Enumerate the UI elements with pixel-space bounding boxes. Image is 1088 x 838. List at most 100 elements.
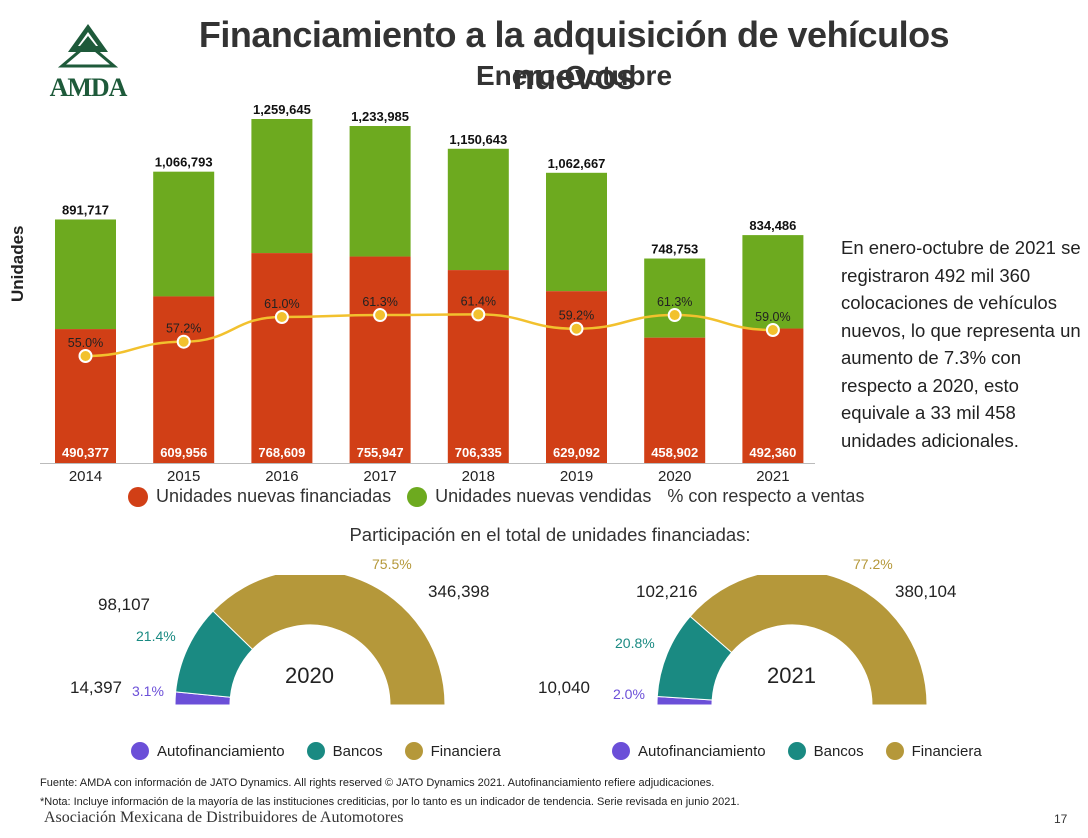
legend-item-pct: % con respecto a ventas <box>667 486 864 507</box>
pct-point-2020 <box>667 308 682 323</box>
donut-legend-swatch-financiera <box>404 742 423 760</box>
donut-2020-value-bancos: 98,107 <box>98 595 150 614</box>
label-sold-2019: 1,062,667 <box>548 156 606 171</box>
year-label-2019: 2019 <box>560 468 593 485</box>
participation-title: Participación en el total de unidades fi… <box>349 524 751 545</box>
legend-swatch-sold <box>407 486 428 507</box>
pct-point-2014 <box>78 349 93 363</box>
footer-organization: Asociación Mexicana de Distribuidores de… <box>44 809 404 826</box>
label-financed-2019: 629,092 <box>553 445 600 460</box>
summary-text: En enero-octubre de 2021 se registraron … <box>841 237 1081 451</box>
donut-legend-swatch-autofin <box>612 742 630 760</box>
donut-2020-pct-autofin: 3.1% <box>132 683 164 699</box>
label-financed-2017: 755,947 <box>357 445 404 460</box>
donut-legend-2020-autofin: Autofinanciamiento <box>131 742 285 760</box>
pct-point-2015 <box>176 334 191 349</box>
donut-legend-swatch-financiera <box>885 742 904 760</box>
amda-logo: AMDA <box>50 24 129 102</box>
note-text: *Nota: Incluye información de la mayoría… <box>40 796 740 808</box>
pct-label-2015: 57.2% <box>166 322 201 336</box>
pct-point-2017 <box>373 308 388 323</box>
page-number: 17 <box>1054 812 1068 826</box>
source-notes: Fuente: AMDA con información de JATO Dyn… <box>40 774 740 812</box>
label-sold-2015: 1,066,793 <box>155 155 213 170</box>
donut-2021-value-bancos: 102,216 <box>636 582 698 601</box>
donut-legend-2020: Autofinanciamiento Bancos Financiera <box>131 742 523 760</box>
label-financed-2014: 490,377 <box>62 445 109 460</box>
legend-item-sold: Unidades nuevas vendidas <box>407 486 651 507</box>
year-label-2014: 2014 <box>69 468 102 485</box>
half-donut-2021 <box>656 575 928 706</box>
donut-legend-2020-bancos: Bancos <box>306 742 383 760</box>
donut-2021-pct-financiera: 77.2% <box>853 556 893 572</box>
donut-2020-pct-financiera: 75.5% <box>372 556 412 572</box>
donut-2020-year: 2020 <box>285 663 334 688</box>
bar-sold-2020 <box>644 258 706 338</box>
pct-label-2016: 61.0% <box>264 297 299 311</box>
year-label-2016: 2016 <box>265 468 298 485</box>
legend-label-pct: % con respecto a ventas <box>667 486 865 506</box>
bar-financed-2017 <box>349 256 411 463</box>
pct-point-2021 <box>765 323 780 337</box>
year-label-2021: 2021 <box>756 468 789 485</box>
bar-financed-2021 <box>742 328 804 463</box>
donut-legend-2021-bancos: Bancos <box>787 742 864 760</box>
donut-2021-value-financiera: 380,104 <box>895 582 957 601</box>
year-label-2015: 2015 <box>167 468 200 485</box>
legend-item-financed: Unidades nuevas financiadas <box>128 486 391 507</box>
donut-legend-swatch-bancos <box>787 742 806 760</box>
label-sold-2020: 748,753 <box>651 242 698 257</box>
donut-legend-2021: Autofinanciamiento Bancos Financiera <box>612 742 1004 760</box>
pct-point-2019 <box>569 321 584 336</box>
pct-label-2018: 61.4% <box>461 294 496 308</box>
donut-2021-pct-autofin: 2.0% <box>613 686 645 702</box>
donut-legend-label-autofin: Autofinanciamiento <box>638 742 766 760</box>
bar-sold-2014 <box>55 219 116 330</box>
year-label-2020: 2020 <box>658 468 691 485</box>
bar-financed-2015 <box>153 296 215 463</box>
donut-legend-2021-financiera: Financiera <box>885 742 982 760</box>
bar-financed-2020 <box>644 337 706 463</box>
donut-2020-value-autofin: 14,397 <box>70 678 122 697</box>
donut-2021-value-autofin: 10,040 <box>538 678 590 697</box>
donut-2020-pct-bancos: 21.4% <box>136 628 176 644</box>
donut-2021-pct-bancos: 20.8% <box>615 635 655 651</box>
logo-text: AMDA <box>50 73 128 102</box>
bar-sold-2018 <box>447 148 509 271</box>
bar-sold-2021 <box>742 235 804 329</box>
pct-point-2016 <box>274 310 289 324</box>
donut-2021-year: 2021 <box>767 663 816 688</box>
year-label-2017: 2017 <box>363 468 396 485</box>
donut-legend-2021-autofin: Autofinanciamiento <box>612 742 766 760</box>
legend-label-sold: Unidades nuevas vendidas <box>435 486 652 506</box>
label-financed-2021: 492,360 <box>749 445 796 460</box>
donut-2021-slice-financiera <box>689 575 928 706</box>
pct-label-2017: 61.3% <box>362 295 397 309</box>
donut-legend-label-financiera: Financiera <box>430 742 501 760</box>
donut-legend-label-bancos: Bancos <box>813 742 864 760</box>
stacked-bar-chart: 891,717 490,377 2014 1,066,793 609,956 2015 1,… <box>40 102 815 485</box>
pct-point-2018 <box>471 307 486 322</box>
label-financed-2018: 706,335 <box>455 445 502 460</box>
bar-sold-2015 <box>153 171 215 297</box>
pct-label-2020: 61.3% <box>657 295 692 309</box>
legend-swatch-financed <box>128 486 148 507</box>
donut-legend-label-autofin: Autofinanciamiento <box>157 742 285 760</box>
donut-2020-slice-financiera <box>212 575 446 706</box>
bar-financed-2016 <box>251 253 313 463</box>
bar-financed-2019 <box>546 291 607 463</box>
label-financed-2015: 609,956 <box>160 445 207 460</box>
bar-sold-2017 <box>349 126 411 257</box>
label-financed-2020: 458,902 <box>651 445 698 460</box>
bar-sold-2019 <box>546 172 607 292</box>
bar-chart-legend: Unidades nuevas financiadas Unidades nue… <box>128 486 880 507</box>
pct-label-2019: 59.2% <box>559 309 594 323</box>
donut-legend-swatch-bancos <box>306 742 325 760</box>
label-sold-2018: 1,150,643 <box>449 132 507 147</box>
label-financed-2016: 768,609 <box>258 445 305 460</box>
label-sold-2017: 1,233,985 <box>351 109 409 124</box>
year-label-2018: 2018 <box>462 468 495 485</box>
donut-legend-label-bancos: Bancos <box>332 742 383 760</box>
label-sold-2016: 1,259,645 <box>253 102 311 117</box>
pct-label-2021: 59.0% <box>755 310 790 324</box>
